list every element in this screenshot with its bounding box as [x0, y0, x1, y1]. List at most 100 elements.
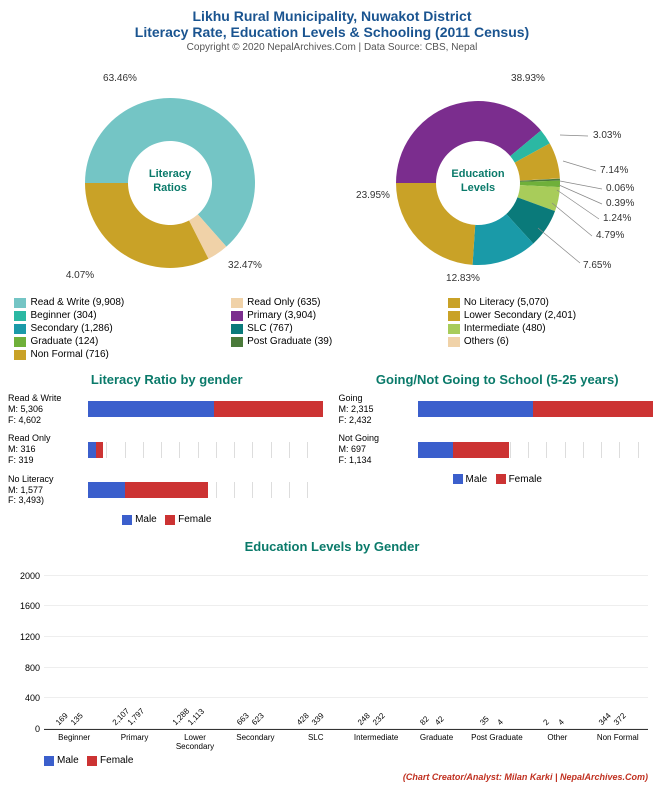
donut-center-label: Education — [452, 168, 505, 180]
x-label: Non Formal — [591, 733, 645, 751]
x-labels: Beginner Primary Lower Secondary Secondary S… — [44, 733, 648, 751]
legend-label: Non Formal (716) — [30, 349, 108, 360]
female-label: Female — [100, 755, 133, 766]
donut-row: LiteracyRatios63.46%4.07%32.47% Read & W… — [8, 63, 656, 360]
y-tick: 2000 — [20, 571, 40, 581]
x-label: Secondary — [228, 733, 282, 751]
hbar1-area: Read & WriteM: 5,306F: 4,602 Read OnlyM: … — [8, 393, 326, 506]
legend-swatch — [231, 337, 243, 347]
pct-label: 4.79% — [596, 230, 624, 241]
legend-swatch — [14, 337, 26, 347]
donut-center-label: Literacy — [149, 168, 192, 180]
legend-label: Post Graduate (39) — [247, 336, 332, 347]
female-swatch — [87, 756, 97, 766]
vbar-legend: Male Female — [44, 755, 656, 766]
legend-label: Primary (3,904) — [247, 310, 316, 321]
x-label: Beginner — [47, 733, 101, 751]
hbar-row: Not GoingM: 697F: 1,134 — [338, 433, 656, 465]
pct-label: 23.95% — [357, 190, 391, 201]
female-label: Female — [178, 514, 211, 525]
hbar-row: GoingM: 2,315F: 2,432 — [338, 393, 656, 425]
legend-item: Beginner (304) — [14, 310, 221, 321]
y-tick: 800 — [25, 663, 40, 673]
vbar-value: 232 — [371, 711, 387, 727]
vbar-groups: 169 135 2,107 1,797 1,288 1,113 663 623 … — [44, 560, 648, 729]
pct-label: 0.06% — [606, 183, 634, 194]
vbar-title: Education Levels by Gender — [8, 539, 656, 554]
y-tick: 0 — [35, 724, 40, 734]
male-swatch — [44, 756, 54, 766]
vbar-value: 663 — [235, 711, 251, 727]
male-label: Male — [135, 514, 157, 525]
male-label: Male — [466, 474, 488, 485]
donut-center-label: Ratios — [153, 182, 187, 194]
female-swatch — [496, 474, 506, 484]
pct-label: 0.39% — [606, 198, 634, 209]
male-swatch — [453, 474, 463, 484]
hbar-bar-area — [88, 482, 326, 498]
pct-label: 7.14% — [600, 165, 628, 176]
male-swatch — [122, 515, 132, 525]
hbar-school: Going/Not Going to School (5-25 years) G… — [338, 372, 656, 525]
hbar-label: No LiteracyM: 1,577F: 3,493) — [8, 474, 88, 506]
x-label: Primary — [107, 733, 161, 751]
hbar-bar-area — [418, 442, 656, 458]
donut-slice — [85, 183, 208, 268]
title-line2: Literacy Rate, Education Levels & School… — [8, 24, 656, 40]
y-tick: 1200 — [20, 632, 40, 642]
vbar-value: 82 — [418, 715, 431, 728]
hbar-label: Read OnlyM: 316F: 319 — [8, 433, 88, 465]
female-label: Female — [509, 474, 542, 485]
hbar1-legend: Male Female — [8, 514, 326, 525]
y-axis: 0400800120016002000 — [8, 560, 42, 729]
hbar-bar-area — [88, 401, 326, 417]
legend-swatch — [231, 324, 243, 334]
hbar-bar-area — [418, 401, 656, 417]
vbar-value: 248 — [356, 711, 372, 727]
male-bar — [88, 482, 125, 498]
vbar-value: 2 — [541, 718, 551, 728]
hbar-literacy: Literacy Ratio by gender Read & WriteM: … — [8, 372, 326, 525]
x-label: SLC — [289, 733, 343, 751]
legend-item: Non Formal (716) — [14, 349, 221, 360]
legend-label: SLC (767) — [247, 323, 293, 334]
title-line1: Likhu Rural Municipality, Nuwakot Distri… — [8, 8, 656, 24]
legend-swatch — [14, 324, 26, 334]
vbar-chart: Education Levels by Gender 0 400 800 1200 16… — [8, 539, 656, 766]
pct-label: 12.83% — [447, 273, 481, 284]
legend-item: Read & Write (9,908) — [14, 297, 221, 308]
vbar-value: 135 — [69, 711, 85, 727]
hbar-bar-area — [88, 442, 326, 458]
credit: (Chart Creator/Analyst: Milan Karki | Ne… — [8, 772, 648, 782]
pct-label: 1.24% — [603, 213, 631, 224]
donut-literacy: LiteracyRatios63.46%4.07%32.47% Read & W… — [14, 63, 325, 360]
female-swatch — [165, 515, 175, 525]
legend-swatch — [231, 298, 243, 308]
pct-label: 3.03% — [593, 130, 621, 141]
hbar-label: Read & WriteM: 5,306F: 4,602 — [8, 393, 88, 425]
hbar-row: Read & WriteM: 5,306F: 4,602 — [8, 393, 326, 425]
vbar-value: 4 — [496, 718, 506, 728]
donut-center-label: Levels — [461, 182, 495, 194]
copyright: Copyright © 2020 NepalArchives.Com | Dat… — [8, 42, 656, 53]
hbar2-legend: Male Female — [338, 474, 656, 485]
y-tick: 400 — [25, 693, 40, 703]
x-label: Lower Secondary — [168, 733, 222, 751]
male-bar — [88, 401, 214, 417]
legend-swatch — [14, 350, 26, 360]
vbar-value: 169 — [54, 711, 70, 727]
legend-item: Secondary (1,286) — [14, 323, 221, 334]
legend-swatch — [14, 298, 26, 308]
x-label: Other — [530, 733, 584, 751]
vbar-value: 344 — [597, 711, 613, 727]
female-bar — [533, 401, 653, 417]
female-bar — [214, 401, 323, 417]
y-tick: 1600 — [20, 601, 40, 611]
x-label: Graduate — [409, 733, 463, 751]
legend-swatch — [14, 311, 26, 321]
x-label: Intermediate — [349, 733, 403, 751]
donut1-svg: LiteracyRatios63.46%4.07%32.47% — [20, 63, 320, 293]
hbar-label: GoingM: 2,315F: 2,432 — [338, 393, 418, 425]
male-bar — [418, 442, 452, 458]
title-block: Likhu Rural Municipality, Nuwakot Distri… — [8, 8, 656, 53]
